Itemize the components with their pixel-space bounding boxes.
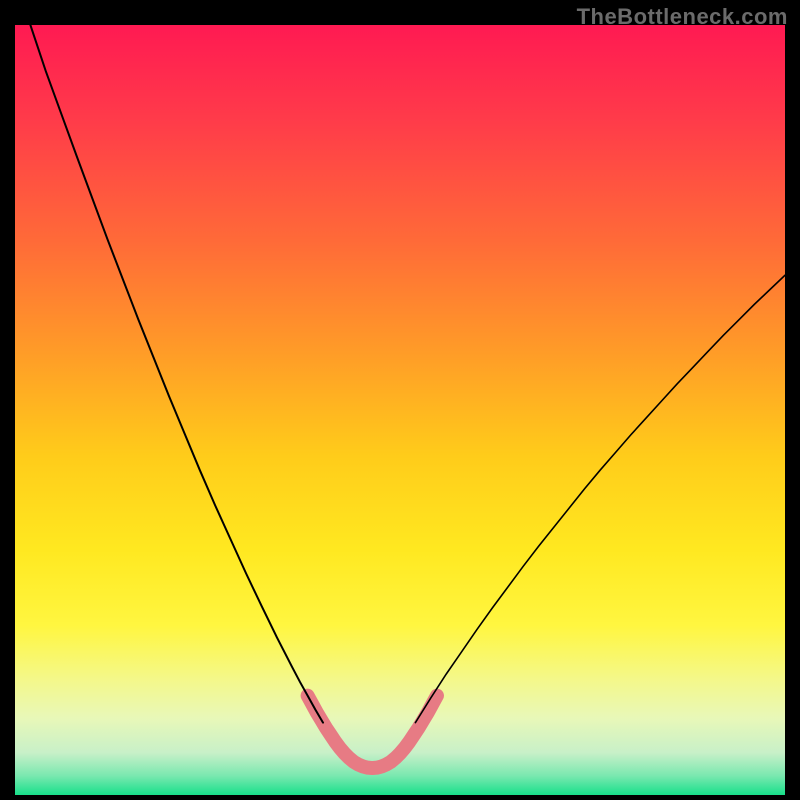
chart-background <box>15 25 785 795</box>
chart-frame: TheBottleneck.com <box>0 0 800 800</box>
watermark-text: TheBottleneck.com <box>577 4 788 30</box>
bottleneck-curve-chart <box>15 25 785 795</box>
